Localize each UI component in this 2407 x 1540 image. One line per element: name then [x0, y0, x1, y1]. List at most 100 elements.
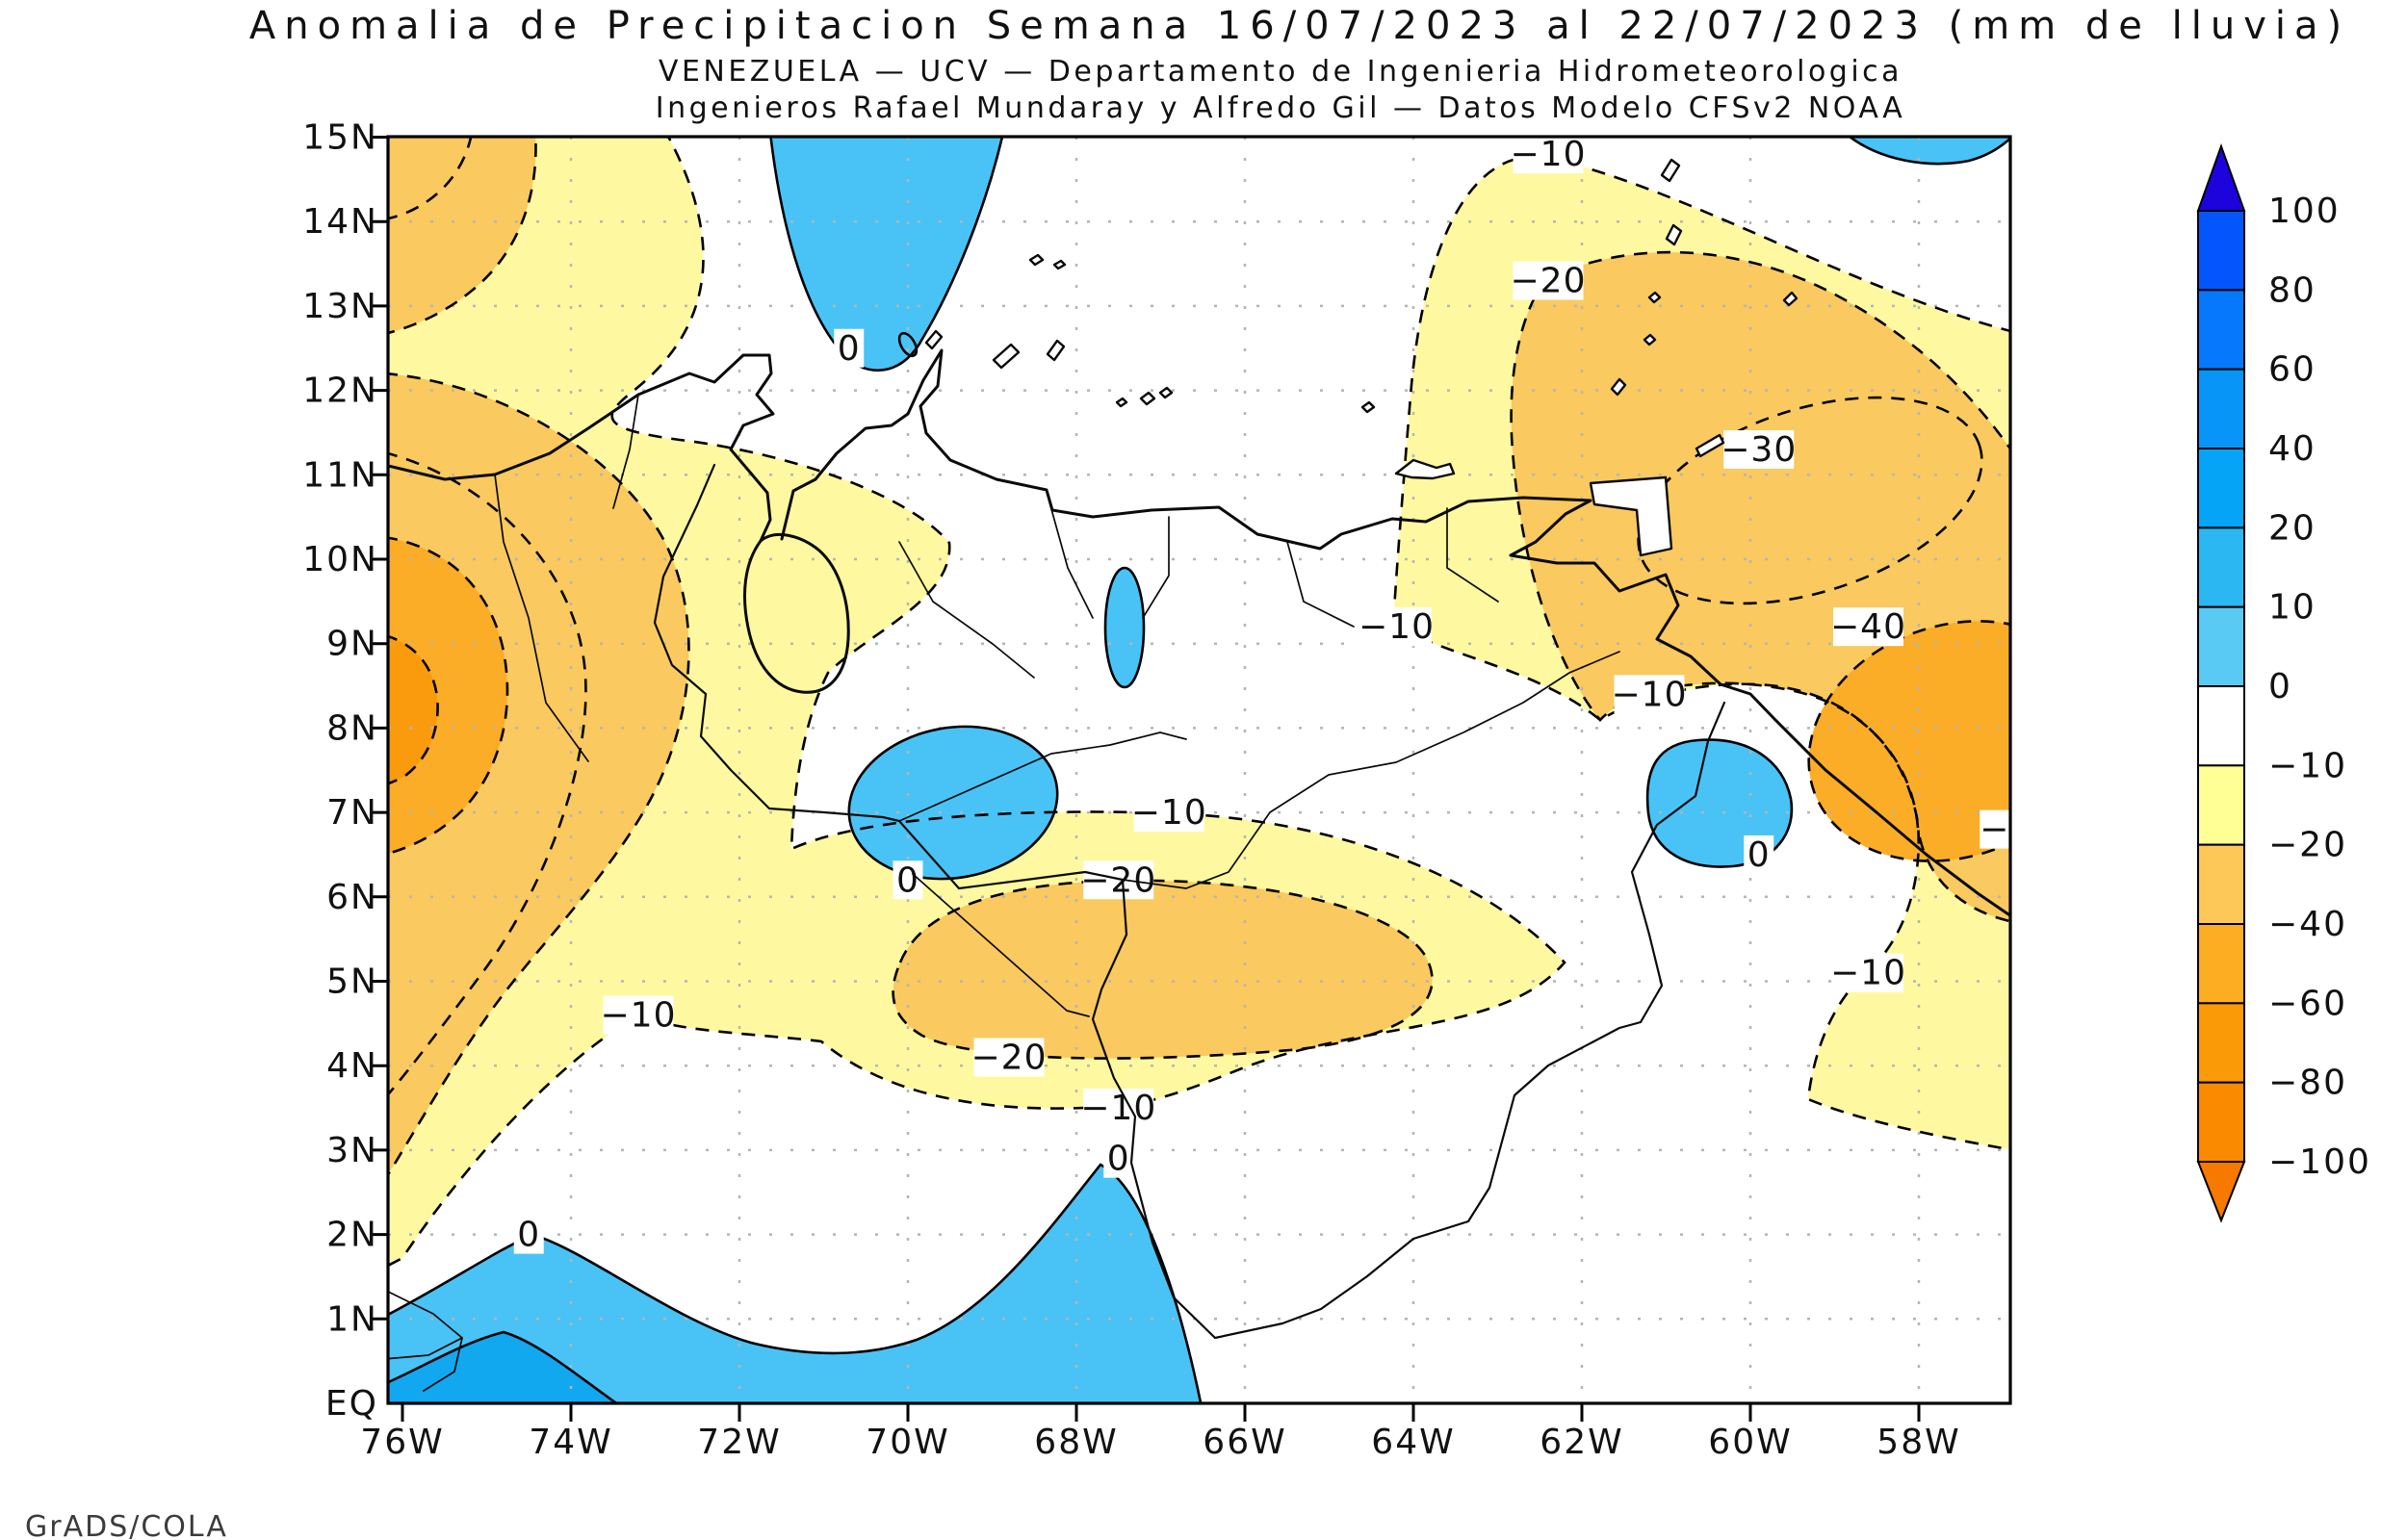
island-bonaire [1046, 339, 1066, 362]
river-orinoco [1122, 651, 1620, 889]
contour-label-box [1083, 1089, 1154, 1128]
state-borders [388, 394, 1499, 1392]
contour-line-layer [388, 137, 2010, 1403]
xtick-label-64W: 64W [1371, 1423, 1455, 1462]
axes-layer: EQ 1N 2N 3N 4N 5N 6N 7N 8N 9N 10N 11N 12N 13N 14N 15N 76… [302, 118, 1960, 1463]
island-curacao [992, 343, 1021, 370]
colorbar-label: −60 [2268, 984, 2347, 1023]
subtitle-line1: VENEZUELA — UCV — Departamento de Ingeni… [659, 55, 1902, 89]
contour-label: −10 [601, 996, 677, 1036]
contour-label-box [1513, 261, 1584, 300]
colorbar-segment [2197, 1002, 2245, 1084]
colorbar-label: 20 [2268, 508, 2316, 548]
contour-label-box [1723, 429, 1795, 469]
subtitle-line2: Ingenieros Rafael Mundaray y Alfredo Gil… [656, 91, 1906, 125]
ytick-label-8N: 8N [326, 708, 378, 748]
river-meta [912, 873, 1090, 1017]
geography-layer [388, 158, 2010, 1392]
contour-label-box [1833, 953, 1903, 992]
island-grenada [1610, 377, 1627, 397]
island-st-lucia [1665, 223, 1683, 246]
colorbar-label: 0 [2268, 667, 2292, 706]
island-aruba [924, 329, 944, 350]
colorbar-arrow-bottom [2196, 1161, 2246, 1223]
ytick-label-10N: 10N [302, 540, 378, 579]
ytick-label-3N: 3N [326, 1131, 378, 1170]
contour-label: −40 [1830, 607, 1906, 647]
colorbar-label: 60 [2268, 350, 2316, 390]
colorbar-segment [2197, 210, 2245, 292]
colorbar-label: 100 [2268, 192, 2341, 231]
contour-label: −10 [1359, 607, 1435, 647]
border-venezuela-brazil [1213, 1020, 1643, 1340]
contour-label: − [1980, 810, 2009, 850]
ytick-label-9N: 9N [326, 625, 378, 664]
contour-label: −20 [1080, 860, 1156, 900]
colorbar-segment [2197, 368, 2245, 449]
xtick-label-60W: 60W [1708, 1423, 1792, 1462]
contour-label: −20 [971, 1038, 1048, 1077]
contour-label-box [1980, 809, 2010, 849]
colorbar-segment [2197, 605, 2245, 688]
xtick-label-66W: 66W [1203, 1423, 1286, 1462]
island-margarita [1394, 458, 1456, 480]
lake-maracaibo [743, 532, 850, 694]
contour-label-box [834, 328, 865, 368]
xtick-label-70W: 70W [866, 1423, 949, 1462]
island-martinique [1660, 158, 1681, 183]
ytick-label-2N: 2N [326, 1216, 378, 1255]
ytick-label-7N: 7N [326, 793, 378, 833]
xtick-label-74W: 74W [529, 1423, 612, 1462]
ytick-label-13N: 13N [302, 287, 378, 326]
colorbar-segment [2197, 448, 2245, 529]
contour-label: 0 [517, 1216, 540, 1255]
colorbar-segment [2197, 923, 2245, 1005]
ytick-label-12N: 12N [302, 372, 378, 411]
contour-label-box [893, 860, 923, 900]
contour-label-box [1133, 793, 1204, 833]
plot-frame [386, 135, 2012, 1405]
river-apure [898, 732, 1187, 822]
contour-label-box [973, 1038, 1045, 1077]
ytick-label-6N: 6N [326, 878, 378, 917]
colorbar-arrow-top [2196, 143, 2246, 212]
colorbar-segment [2197, 1081, 2245, 1163]
islands [924, 158, 1799, 557]
colorbar-label: −10 [2268, 746, 2347, 785]
colorbar-segment [2197, 685, 2245, 767]
ytick-label-14N: 14N [302, 202, 378, 242]
contour-label: −10 [1080, 1089, 1156, 1128]
contour-label-box [1833, 607, 1903, 647]
contour-label: 0 [1747, 835, 1771, 875]
ytick-label-EQ: EQ [325, 1384, 378, 1424]
coastline [388, 348, 2010, 918]
colorbar-segment [2197, 843, 2245, 926]
colorbar-label: −20 [2268, 826, 2347, 865]
contour-label: −10 [1612, 675, 1688, 714]
contour-label-box [1083, 860, 1154, 900]
xtick-label-76W: 76W [360, 1423, 444, 1462]
grads-credit: GrADS/COLA [25, 1510, 228, 1540]
border-venezuela-guyana [1630, 701, 1726, 1024]
xtick-label-58W: 58W [1876, 1423, 1960, 1462]
colorbar-label: 80 [2268, 270, 2316, 310]
colorbar-segment [2197, 764, 2245, 846]
contour-label: 0 [896, 860, 919, 900]
ytick-label-4N: 4N [326, 1046, 378, 1086]
contour-label-box [1361, 607, 1432, 647]
contour-label: 0 [1107, 1140, 1130, 1179]
island-tobago [1695, 433, 1725, 458]
island-trinidad [1589, 475, 1673, 557]
colorbar-label: 40 [2268, 429, 2316, 469]
xtick-label-68W: 68W [1034, 1423, 1118, 1462]
contour-label-box [1513, 137, 1584, 174]
anomaly-fill-layer [388, 137, 2010, 1403]
contour-label-box [1103, 1139, 1134, 1178]
contour-minus30-arc-west [388, 451, 587, 1097]
contour-label: −20 [1511, 262, 1587, 301]
border-colombia-venezuela [653, 463, 1217, 1340]
colorbar-label: −40 [2268, 905, 2347, 944]
